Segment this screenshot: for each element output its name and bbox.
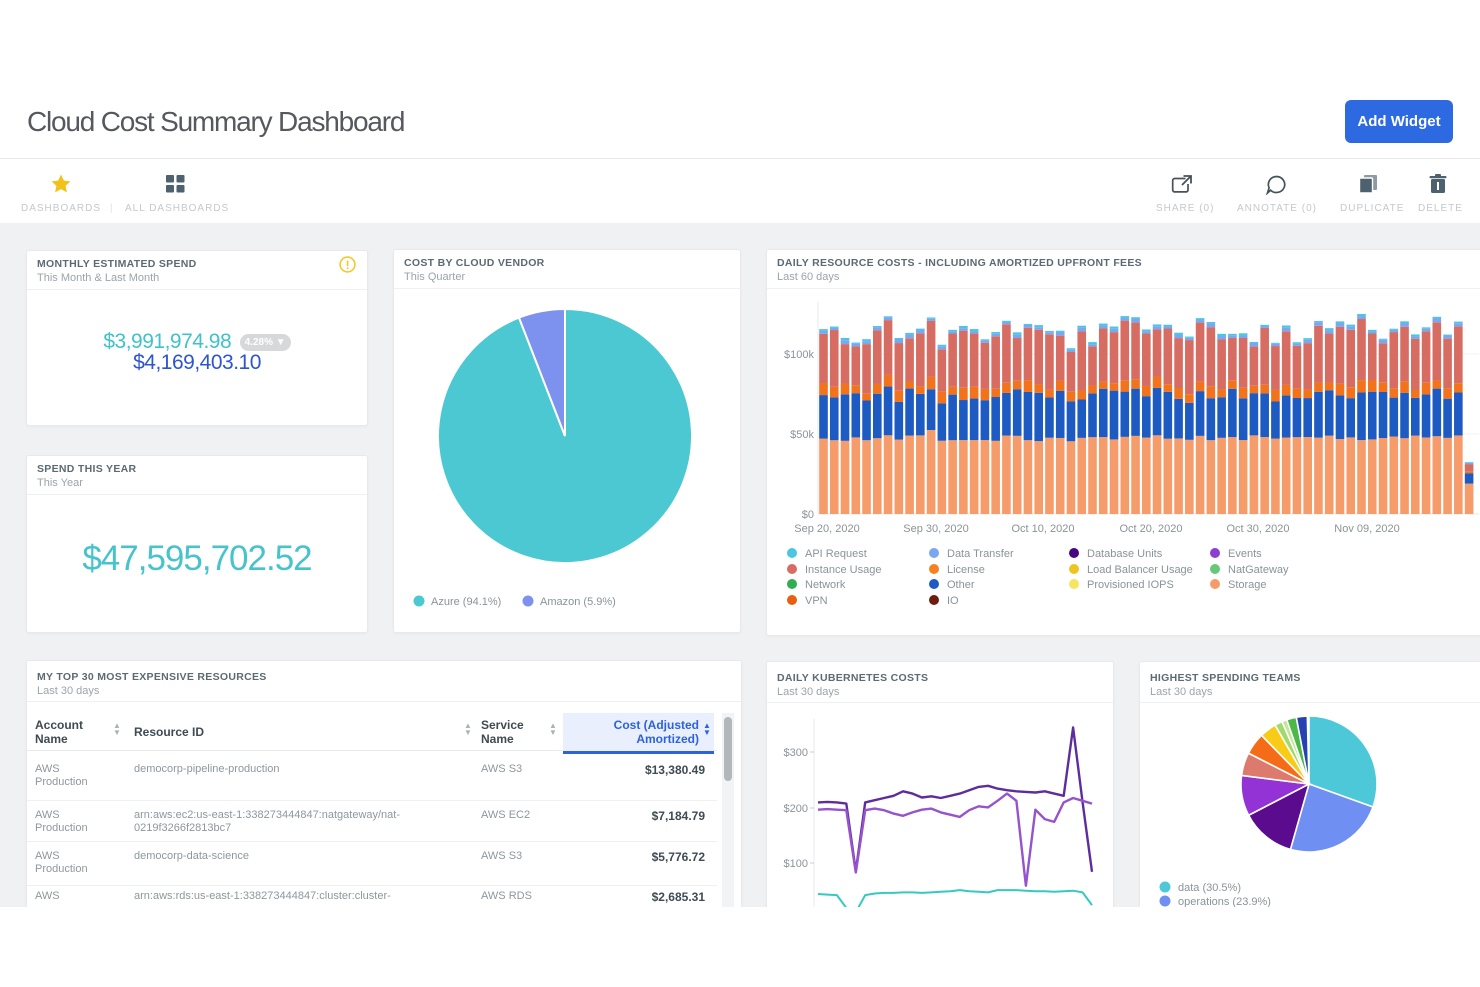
svg-text:Database Units: Database Units <box>1087 548 1163 560</box>
svg-text:Nov 09, 2020: Nov 09, 2020 <box>1334 523 1399 535</box>
svg-text:Events: Events <box>1228 548 1262 560</box>
svg-text:Oct 20, 2020: Oct 20, 2020 <box>1120 523 1183 535</box>
svg-text:Oct 30, 2020: Oct 30, 2020 <box>1227 523 1290 535</box>
svg-text:Sep 20, 2020: Sep 20, 2020 <box>794 523 859 535</box>
svg-text:$100k: $100k <box>784 349 814 361</box>
svg-text:Amazon (5.9%): Amazon (5.9%) <box>540 596 616 608</box>
svg-text:IO: IO <box>947 595 959 607</box>
svg-text:Sep 30, 2020: Sep 30, 2020 <box>903 523 968 535</box>
svg-text:data (30.5%): data (30.5%) <box>1178 882 1241 894</box>
svg-text:$0: $0 <box>802 509 814 521</box>
svg-text:Oct 10, 2020: Oct 10, 2020 <box>1012 523 1075 535</box>
svg-text:Load Balancer Usage: Load Balancer Usage <box>1087 564 1193 576</box>
svg-text:License: License <box>947 564 985 576</box>
svg-text:$300: $300 <box>784 747 808 759</box>
svg-text:API Request: API Request <box>805 548 867 560</box>
svg-text:VPN: VPN <box>805 595 828 607</box>
svg-text:Storage: Storage <box>1228 579 1267 591</box>
svg-text:Other: Other <box>947 579 975 591</box>
svg-text:Instance Usage: Instance Usage <box>805 564 881 576</box>
svg-text:$50k: $50k <box>790 429 814 441</box>
svg-text:Data Transfer: Data Transfer <box>947 548 1014 560</box>
svg-text:$200: $200 <box>784 803 808 815</box>
svg-text:Network: Network <box>805 579 846 591</box>
svg-text:$100: $100 <box>784 858 808 870</box>
svg-text:NatGateway: NatGateway <box>1228 564 1289 576</box>
svg-text:Provisioned IOPS: Provisioned IOPS <box>1087 579 1174 591</box>
svg-text:Azure (94.1%): Azure (94.1%) <box>431 596 501 608</box>
svg-text:operations (23.9%): operations (23.9%) <box>1178 896 1271 907</box>
